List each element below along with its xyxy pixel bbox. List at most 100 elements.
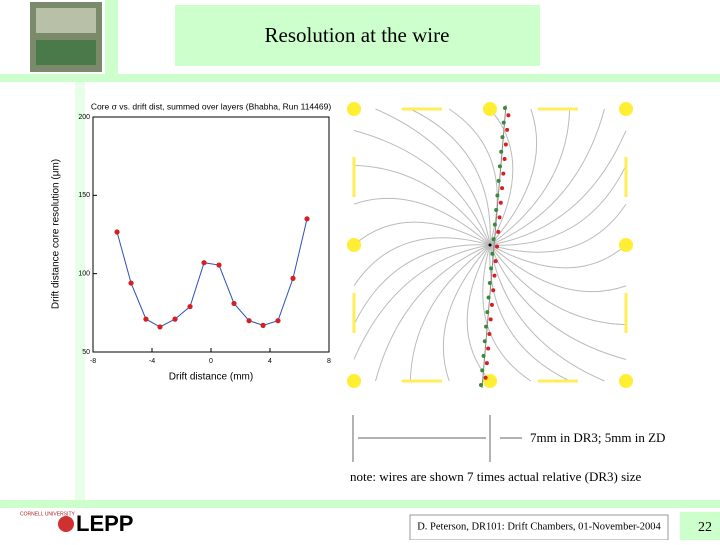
data-point (290, 275, 296, 281)
field-wire (347, 102, 361, 116)
field-line (410, 108, 491, 246)
hit (495, 193, 500, 198)
hit (487, 331, 492, 336)
hit (479, 383, 483, 387)
x-tick-label: -8 (90, 358, 96, 365)
field-line (489, 244, 570, 382)
field-line (353, 237, 491, 287)
hit (494, 208, 499, 213)
y-tick-label: 50 (82, 349, 90, 356)
hit (500, 135, 505, 140)
field-wire (619, 238, 633, 252)
data-point (201, 260, 207, 266)
data-point (246, 318, 252, 324)
hit (499, 149, 504, 154)
field-line (489, 244, 627, 293)
hit (502, 157, 507, 162)
data-point (157, 324, 163, 330)
credit-box (409, 514, 669, 541)
university: CORNELL UNIVERSITY (20, 511, 75, 517)
field-wire (347, 238, 361, 252)
field-line (353, 244, 491, 360)
hit (487, 280, 492, 285)
field-line (489, 165, 627, 246)
hit (489, 266, 494, 271)
hit (496, 178, 501, 183)
field-wire (483, 102, 497, 116)
hit (483, 375, 488, 380)
data-point (275, 318, 281, 324)
plot-frame (92, 116, 330, 353)
data-point (172, 316, 178, 322)
hit (484, 361, 489, 366)
credit: D. Peterson, DR101: Drift Chambers, 01-N… (417, 521, 661, 532)
field-line (353, 130, 491, 246)
hit (498, 200, 503, 205)
hit (501, 120, 506, 125)
board-photo (36, 40, 96, 65)
data-point (216, 262, 222, 268)
green-band (0, 500, 720, 508)
hit (503, 106, 507, 110)
hit (486, 346, 491, 351)
hit (481, 353, 486, 358)
slide-title: Resolution at the wire (265, 23, 450, 47)
logo-mark (58, 516, 74, 532)
hit (495, 244, 499, 249)
field-wire (619, 102, 633, 116)
hit (493, 259, 498, 264)
hit (485, 310, 490, 315)
data-point (260, 322, 266, 328)
hit (492, 273, 497, 278)
hit (497, 164, 502, 169)
x-tick-label: 0 (209, 358, 213, 365)
field-line (489, 203, 627, 253)
y-axis-label: Drift distance core resolution (μm) (51, 159, 62, 309)
field-line (466, 244, 491, 382)
field-line (489, 108, 571, 246)
x-tick-label: -4 (149, 358, 155, 365)
hit (482, 339, 487, 344)
field-wire (347, 374, 361, 388)
hit (484, 324, 489, 329)
field-line (489, 244, 627, 360)
logo: LEPP (76, 511, 133, 536)
x-tick-label: 8 (327, 358, 331, 365)
page-box (680, 512, 720, 540)
data-point (187, 303, 193, 310)
hit (503, 142, 508, 147)
x-axis-label: Drift distance (mm) (169, 372, 253, 383)
field-line (489, 108, 514, 246)
field-line (489, 108, 605, 246)
data-point (114, 229, 120, 235)
field-line (489, 108, 538, 246)
field-line (409, 244, 491, 382)
hit (488, 317, 493, 322)
hit (506, 113, 511, 118)
field-line (353, 164, 491, 246)
note: note: wires are shown 7 times actual rel… (350, 469, 642, 484)
green-band (105, 0, 118, 78)
field-line (353, 221, 491, 246)
series-line (116, 218, 308, 328)
page-number: 22 (698, 520, 712, 535)
hit (490, 251, 495, 256)
title-box (175, 5, 540, 66)
hit (491, 288, 496, 293)
green-band (75, 82, 85, 502)
data-point (143, 316, 149, 322)
data-point (128, 280, 134, 286)
hit (492, 222, 497, 227)
field-line (489, 244, 627, 269)
field-wire (619, 374, 633, 388)
field-line (375, 244, 491, 382)
hit (500, 186, 505, 191)
x-tick-label: 4 (268, 358, 272, 365)
hit (489, 302, 494, 307)
field-line (353, 244, 491, 325)
field-line (375, 108, 491, 246)
green-band (0, 74, 720, 82)
hit (480, 368, 485, 373)
hit (486, 295, 491, 300)
